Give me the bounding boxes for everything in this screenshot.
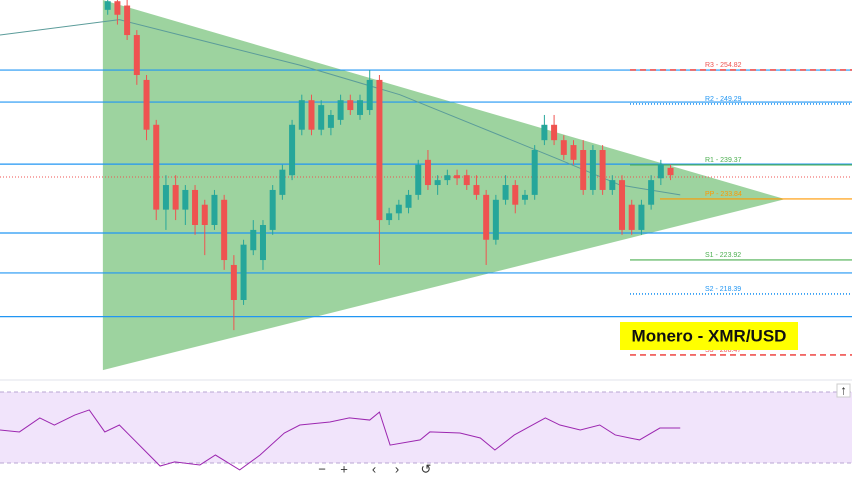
chart-title: Monero - XMR/USD xyxy=(632,326,787,345)
candle-body xyxy=(143,79,150,130)
candle-body xyxy=(172,185,179,210)
pivot-label: S3 - 208.47 xyxy=(705,347,741,354)
candle-body xyxy=(560,140,567,155)
toolbar: − + ‹ › ↺ ↑ xyxy=(318,382,851,476)
pivot-label: PP - 233.84 xyxy=(705,191,742,198)
candle-body xyxy=(502,185,509,200)
candle-body xyxy=(153,124,160,210)
candle-body xyxy=(308,100,315,130)
scroll-left[interactable]: ‹ xyxy=(372,461,376,476)
candle-body xyxy=(104,1,111,10)
candle-body xyxy=(182,189,189,210)
candle-body xyxy=(667,167,674,176)
candle-body xyxy=(133,35,140,75)
rsi-line xyxy=(0,409,681,471)
candle-body xyxy=(628,204,635,230)
triangle-pattern xyxy=(102,0,786,371)
zoom-out[interactable]: − xyxy=(318,461,326,476)
candle-body xyxy=(230,264,237,300)
candle-body xyxy=(541,124,548,141)
rsi-pane xyxy=(0,391,852,471)
candle-body xyxy=(521,194,528,200)
rsi-band xyxy=(0,392,852,463)
candle-body xyxy=(483,194,490,240)
candle-body xyxy=(609,180,616,190)
candle-body xyxy=(405,194,412,208)
candle-body xyxy=(473,185,480,195)
candle-body xyxy=(599,150,606,190)
candle-body xyxy=(192,189,199,225)
candle-body xyxy=(638,204,645,230)
reset[interactable]: ↺ xyxy=(421,461,432,476)
zoom-in[interactable]: + xyxy=(340,461,348,476)
candle-body xyxy=(259,225,266,261)
pivot-label: R2 - 249.29 xyxy=(705,96,742,103)
candle-body xyxy=(318,105,325,130)
candle-body xyxy=(531,150,538,195)
pivot-label: R1 - 239.37 xyxy=(705,157,742,164)
candle-body xyxy=(619,180,626,230)
candle-body xyxy=(250,229,257,251)
candle-body xyxy=(162,185,169,210)
candle-body xyxy=(201,204,208,225)
candle-body xyxy=(570,145,577,160)
candle-body xyxy=(434,180,441,186)
candle-body xyxy=(454,175,461,179)
candle-body xyxy=(589,150,596,190)
candle-body xyxy=(289,124,296,176)
background-layer: R3 - 254.82 R2 - 249.29 R1 - 239.37 PP - 23… xyxy=(0,0,852,371)
candle-body xyxy=(648,180,655,205)
candle-body xyxy=(463,175,470,186)
title-box xyxy=(620,322,798,350)
candle-body xyxy=(124,5,131,36)
candle-body xyxy=(298,100,305,130)
candle-body xyxy=(376,79,383,221)
candle-body xyxy=(337,100,344,120)
scroll-right[interactable]: › xyxy=(395,461,399,476)
candle-body xyxy=(415,164,422,195)
candle-body xyxy=(395,204,402,214)
marks-layer xyxy=(0,0,681,331)
candle-body xyxy=(551,124,558,141)
candle-body xyxy=(424,159,431,186)
candle-body xyxy=(580,150,587,190)
pivot-label: S1 - 223.92 xyxy=(705,252,741,259)
candle-body xyxy=(211,194,218,225)
collapse-icon: ↑ xyxy=(840,382,847,397)
candle-body xyxy=(114,1,121,15)
candle-body xyxy=(240,244,247,300)
collapse-button[interactable] xyxy=(836,383,851,398)
candle-body xyxy=(279,169,286,195)
candle-body xyxy=(269,189,276,230)
candle-body xyxy=(357,100,364,115)
candle-body xyxy=(444,175,451,181)
candle-body xyxy=(221,199,228,261)
candle-body xyxy=(657,164,664,179)
candle-body xyxy=(366,79,373,111)
candle-body xyxy=(492,199,499,240)
pivot-label: R3 - 254.82 xyxy=(705,62,742,69)
candle-body xyxy=(327,114,334,128)
candle-body xyxy=(347,100,354,111)
candle-body xyxy=(386,213,393,221)
candle-body xyxy=(512,185,519,205)
pivot-label: S2 - 218.39 xyxy=(705,286,741,293)
